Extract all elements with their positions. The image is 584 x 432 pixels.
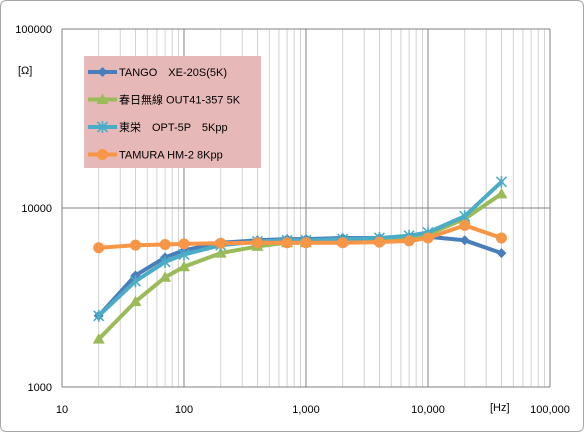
data-point-triangle xyxy=(214,247,227,258)
data-point-diamond xyxy=(97,67,108,77)
axis-labels: 10 100 1,000 10,000 100,000 1000 10000 100000 xyxy=(15,24,570,416)
data-point-diamond xyxy=(496,248,507,259)
legend-entry-1: TANGO XE-20S(5K) xyxy=(88,67,227,79)
data-point-triangle xyxy=(495,187,508,199)
data-point-triangle xyxy=(129,295,142,307)
data-point-diamond xyxy=(459,235,470,246)
data-point-triangle xyxy=(159,271,172,282)
data-point-circle xyxy=(251,237,263,249)
series-line xyxy=(96,179,504,318)
x-tick-label: 100,000 xyxy=(530,404,570,416)
legend-entry-4: TAMURA HM-2 8Kpp xyxy=(88,149,223,162)
legend-box xyxy=(84,56,261,168)
legend-label: TAMURA HM-2 8Kpp xyxy=(119,150,223,162)
series-layer xyxy=(92,175,508,344)
data-point-circle xyxy=(97,149,108,160)
data-point-circle xyxy=(159,239,171,251)
data-point-circle xyxy=(495,232,507,244)
legend: TANGO XE-20S(5K) 春日無線 OUT41-357 5K 東栄 OPT-… xyxy=(84,56,261,168)
y-tick-label: 100000 xyxy=(15,24,52,36)
legend-label: TANGO XE-20S(5K) xyxy=(119,67,227,79)
data-point-circle xyxy=(178,238,190,250)
data-point-triangle xyxy=(92,333,105,344)
data-point-circle xyxy=(373,236,385,248)
legend-label: 東栄 OPT-5P 5Kpp xyxy=(119,120,228,134)
data-point-circle xyxy=(93,242,105,254)
data-point-star xyxy=(93,309,105,322)
legend-label: 春日無線 OUT41-357 5K xyxy=(119,93,241,107)
data-point-circle xyxy=(459,219,471,231)
data-point-star xyxy=(129,275,142,288)
x-tick-label: 1,000 xyxy=(292,404,320,416)
x-tick-label: 100 xyxy=(175,404,193,416)
data-point-star xyxy=(178,248,190,261)
data-point-circle xyxy=(403,235,415,247)
data-point-triangle xyxy=(178,260,190,272)
y-tick-label: 1000 xyxy=(28,382,52,394)
y-axis-unit-label: [Ω] xyxy=(18,65,32,77)
data-point-circle xyxy=(337,237,349,249)
x-axis-unit-label: [Hz] xyxy=(490,402,510,414)
data-point-circle xyxy=(300,237,312,249)
data-point-circle xyxy=(215,237,227,249)
data-point-triangle xyxy=(96,93,109,104)
data-point-circle xyxy=(281,237,293,249)
data-point-circle xyxy=(422,232,434,244)
x-tick-label: 10 xyxy=(56,404,68,416)
data-point-star xyxy=(96,121,109,133)
legend-entry-2: 春日無線 OUT41-357 5K xyxy=(88,93,241,107)
data-point-star xyxy=(495,175,508,188)
data-point-star xyxy=(159,255,171,268)
x-tick-label: 10,000 xyxy=(411,404,445,416)
y-tick-label: 10000 xyxy=(21,203,52,215)
series-4 xyxy=(93,219,507,254)
legend-entry-3: 東栄 OPT-5P 5Kpp xyxy=(88,120,228,134)
data-point-circle xyxy=(129,239,141,251)
